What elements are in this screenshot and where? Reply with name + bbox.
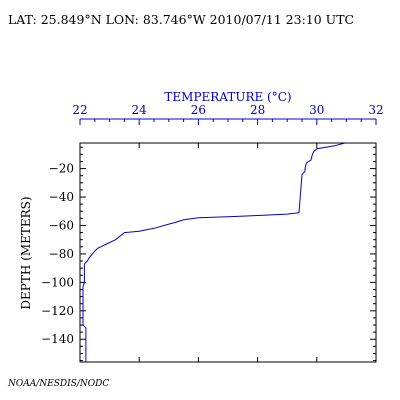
y-axis-label: DEPTH (METERS) bbox=[19, 196, 33, 309]
x-tick-label: 26 bbox=[191, 103, 206, 117]
location-time-header: LAT: 25.849°N LON: 83.746°W 2010/07/11 2… bbox=[8, 12, 354, 27]
x-axis: 22 24 26 28 30 32 bbox=[72, 103, 384, 362]
x-tick-label: 22 bbox=[72, 103, 87, 117]
y-tick-label: −60 bbox=[49, 218, 74, 232]
x-tick-label: 30 bbox=[309, 103, 324, 117]
credit-label: NOAA/NESDIS/NODC bbox=[7, 379, 109, 389]
x-tick-label: 32 bbox=[368, 103, 383, 117]
y-tick-label: −140 bbox=[41, 332, 74, 346]
plot-frame bbox=[79, 142, 377, 363]
y-tick-label: −20 bbox=[49, 162, 74, 176]
y-axis: −20 −40 −60 −80 −100 −120 −140 bbox=[41, 146, 376, 362]
temperature-depth-line bbox=[82, 142, 346, 362]
y-tick-label: −40 bbox=[49, 190, 74, 204]
x-tick-label: 24 bbox=[132, 103, 148, 117]
y-tick-label: −80 bbox=[49, 247, 74, 261]
y-tick-label: −120 bbox=[41, 304, 74, 318]
x-axis-label: TEMPERATURE (°C) bbox=[164, 90, 291, 104]
x-tick-label: 28 bbox=[250, 103, 265, 117]
y-tick-label: −100 bbox=[41, 275, 74, 289]
